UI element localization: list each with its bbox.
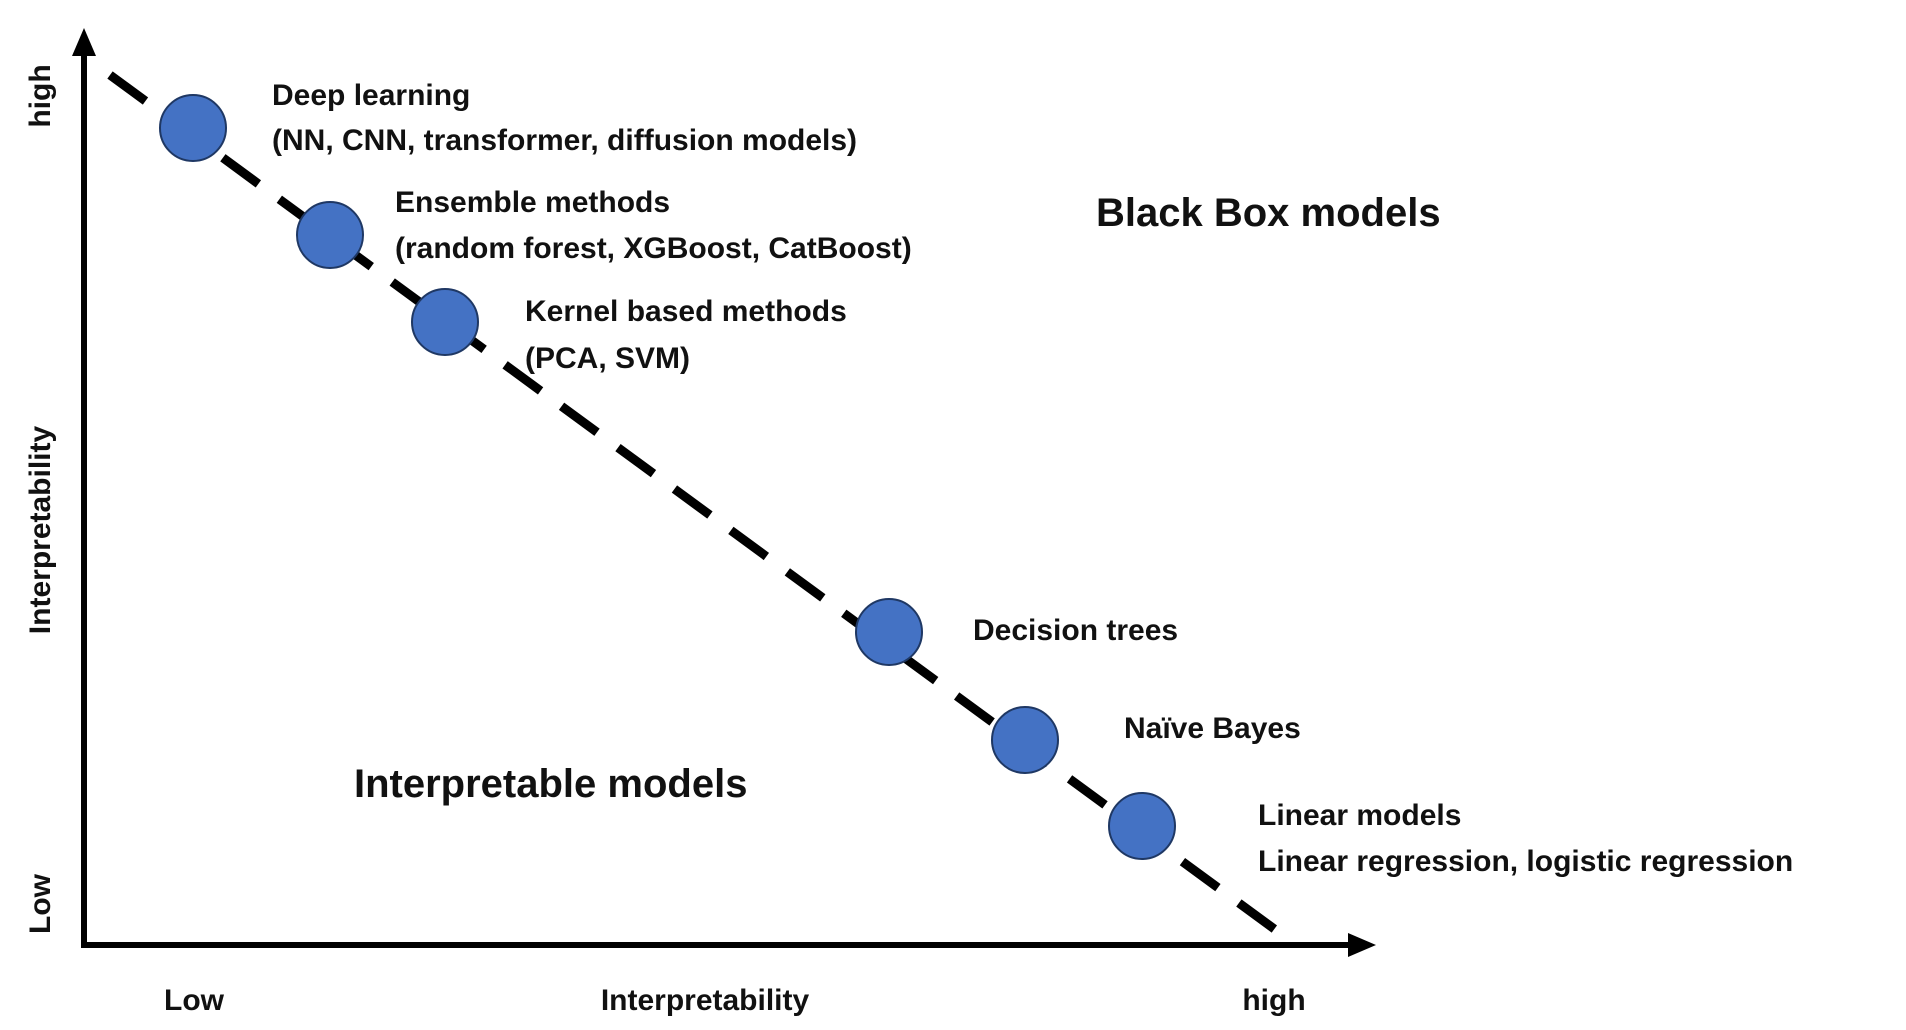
point-kernel-methods <box>411 288 479 356</box>
point-naive-bayes <box>991 706 1059 774</box>
linear-models-title: Linear models <box>1258 799 1461 832</box>
x-axis-high-label: high <box>1242 984 1305 1017</box>
naive-bayes-title: Naïve Bayes <box>1124 712 1301 745</box>
point-deep-learning <box>159 94 227 162</box>
x-axis-arrowhead <box>1348 933 1376 957</box>
y-axis-low-label: Low <box>24 873 57 934</box>
deep-learning-title: Deep learning <box>272 79 470 112</box>
decision-trees-title: Decision trees <box>973 614 1178 647</box>
kernel-methods-title: Kernel based methods <box>525 295 847 328</box>
ensemble-methods-title: Ensemble methods <box>395 186 670 219</box>
deep-learning-examples: (NN, CNN, transformer, diffusion models) <box>272 124 857 157</box>
point-linear-models <box>1108 792 1176 860</box>
kernel-methods-examples: (PCA, SVM) <box>525 342 690 375</box>
point-decision-trees <box>855 598 923 666</box>
y-axis-arrowhead <box>72 28 96 56</box>
y-axis-title: Interpretability <box>24 425 57 634</box>
linear-models-examples: Linear regression, logistic regression <box>1258 845 1793 878</box>
x-axis-title: Interpretability <box>601 984 810 1017</box>
black-box-region-label: Black Box models <box>1096 191 1441 235</box>
ensemble-methods-examples: (random forest, XGBoost, CatBoost) <box>395 232 912 265</box>
point-markers <box>159 94 1176 860</box>
interpretable-region-label: Interpretable models <box>354 762 747 806</box>
point-ensemble-methods <box>296 201 364 269</box>
y-axis-high-label: high <box>24 64 57 127</box>
x-axis-low-label: Low <box>164 984 225 1017</box>
